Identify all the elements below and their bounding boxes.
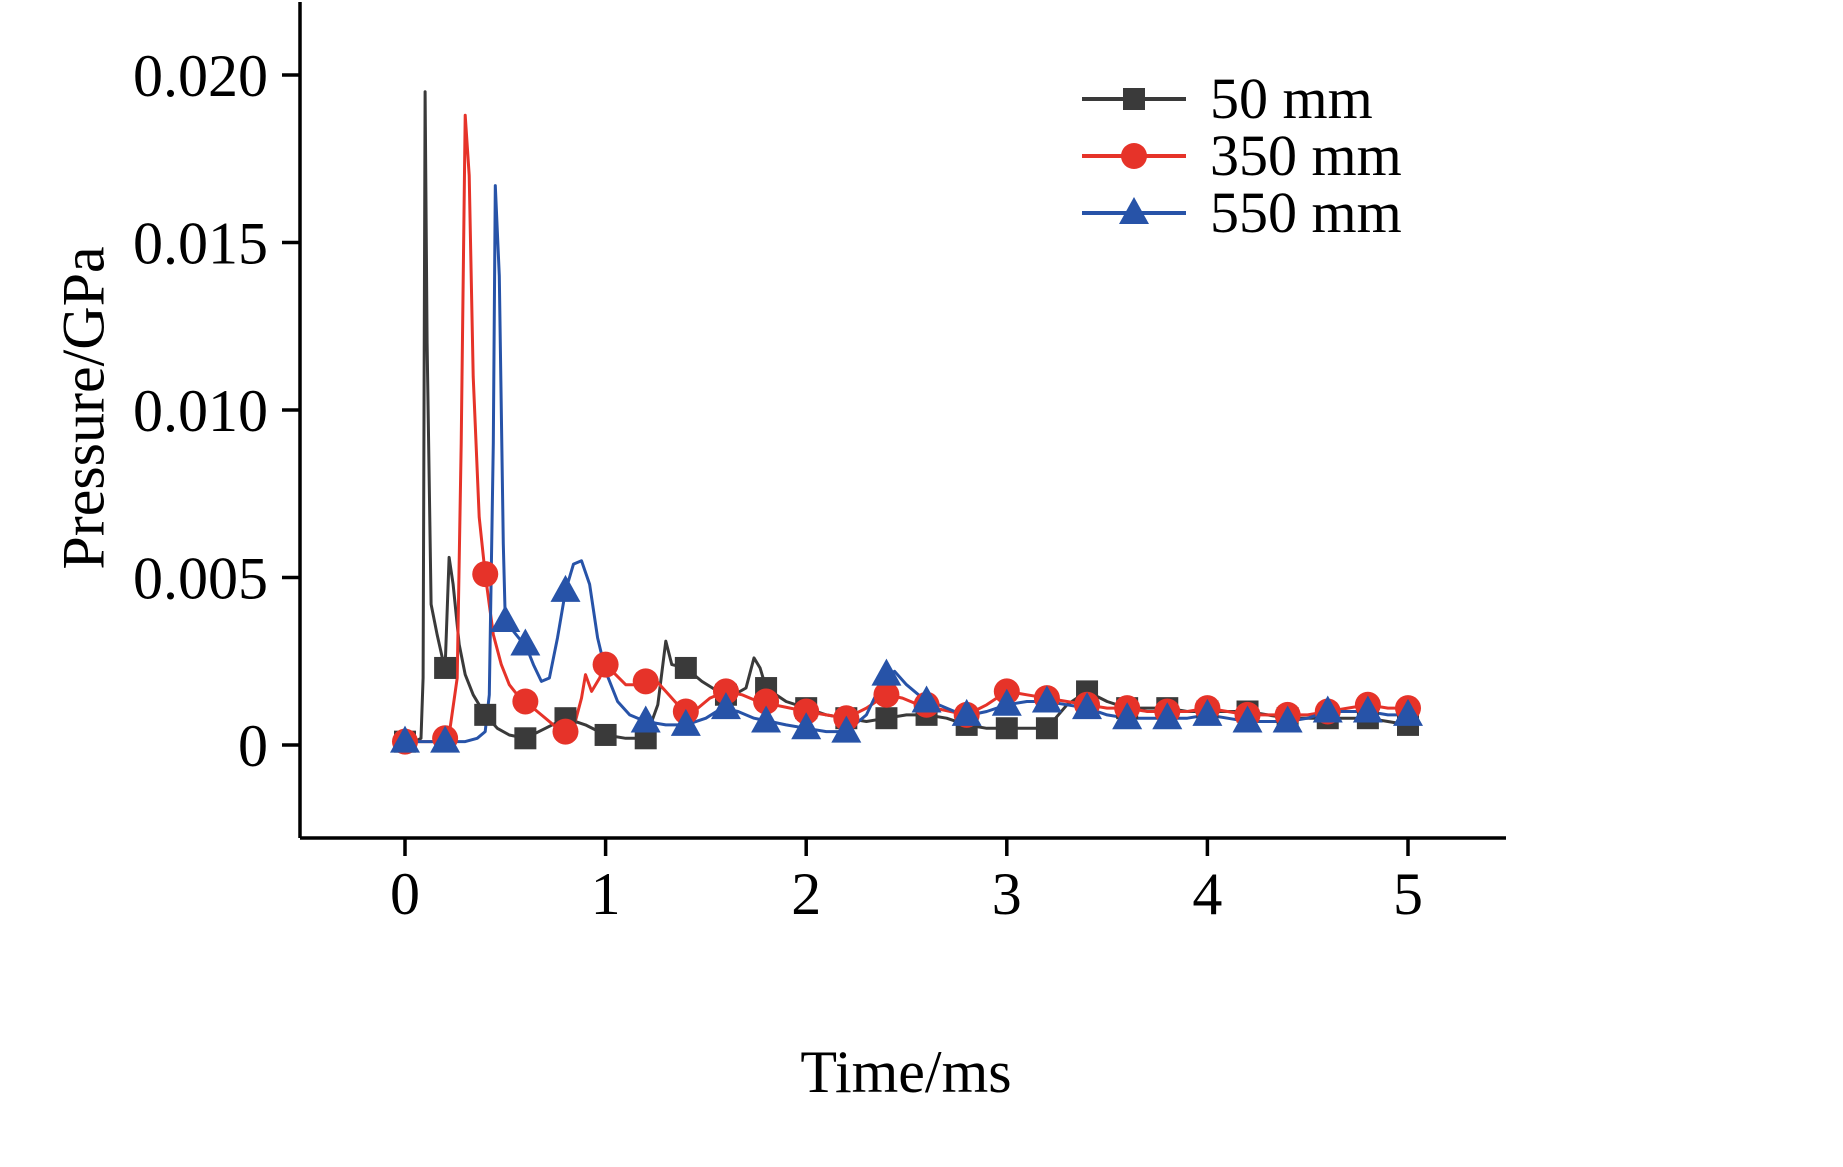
legend-item-550mm: 550 mm (1080, 179, 1402, 245)
y-axis-ticks: 0 0.005 0.010 0.015 0.020 (133, 43, 300, 779)
x-tick-label: 0 (390, 861, 420, 927)
x-tick-label: 1 (591, 861, 621, 927)
y-tick-label: 0.010 (133, 378, 268, 444)
y-tick-label: 0.020 (133, 43, 268, 109)
legend-square-icon (1082, 87, 1186, 110)
y-tick-label: 0.005 (133, 546, 268, 612)
legend-label-50mm: 50 mm (1210, 65, 1373, 131)
x-axis-ticks: 0 1 2 3 4 5 (390, 838, 1423, 927)
legend-item-350mm: 350 mm (1080, 122, 1402, 188)
series-markers-50mm (394, 656, 1419, 753)
legend-sample-triangle-icon (1080, 191, 1188, 235)
legend-sample-circle-icon (1080, 134, 1188, 178)
y-tick-label: 0.015 (133, 211, 268, 277)
x-tick-label: 2 (791, 861, 821, 927)
series-line-550mm (403, 184, 1410, 744)
y-tick-label: 0 (238, 713, 268, 779)
x-tick-label: 3 (992, 861, 1022, 927)
legend-label-350mm: 350 mm (1210, 122, 1402, 188)
legend-circle-icon (1082, 142, 1186, 169)
y-axis-title: Pressure/GPa (50, 246, 117, 570)
legend-triangle-icon (1082, 196, 1186, 224)
x-axis-title: Time/ms (800, 1039, 1012, 1105)
legend-item-50mm: 50 mm (1080, 65, 1402, 131)
x-tick-label: 5 (1393, 861, 1423, 927)
legend: 50 mm 350 mm 550 mm (1080, 65, 1402, 245)
legend-label-550mm: 550 mm (1210, 179, 1402, 245)
series-markers-350mm (392, 561, 1421, 755)
series-markers-550mm (390, 574, 1423, 753)
x-tick-label: 4 (1192, 861, 1222, 927)
legend-sample-square-icon (1080, 77, 1188, 121)
